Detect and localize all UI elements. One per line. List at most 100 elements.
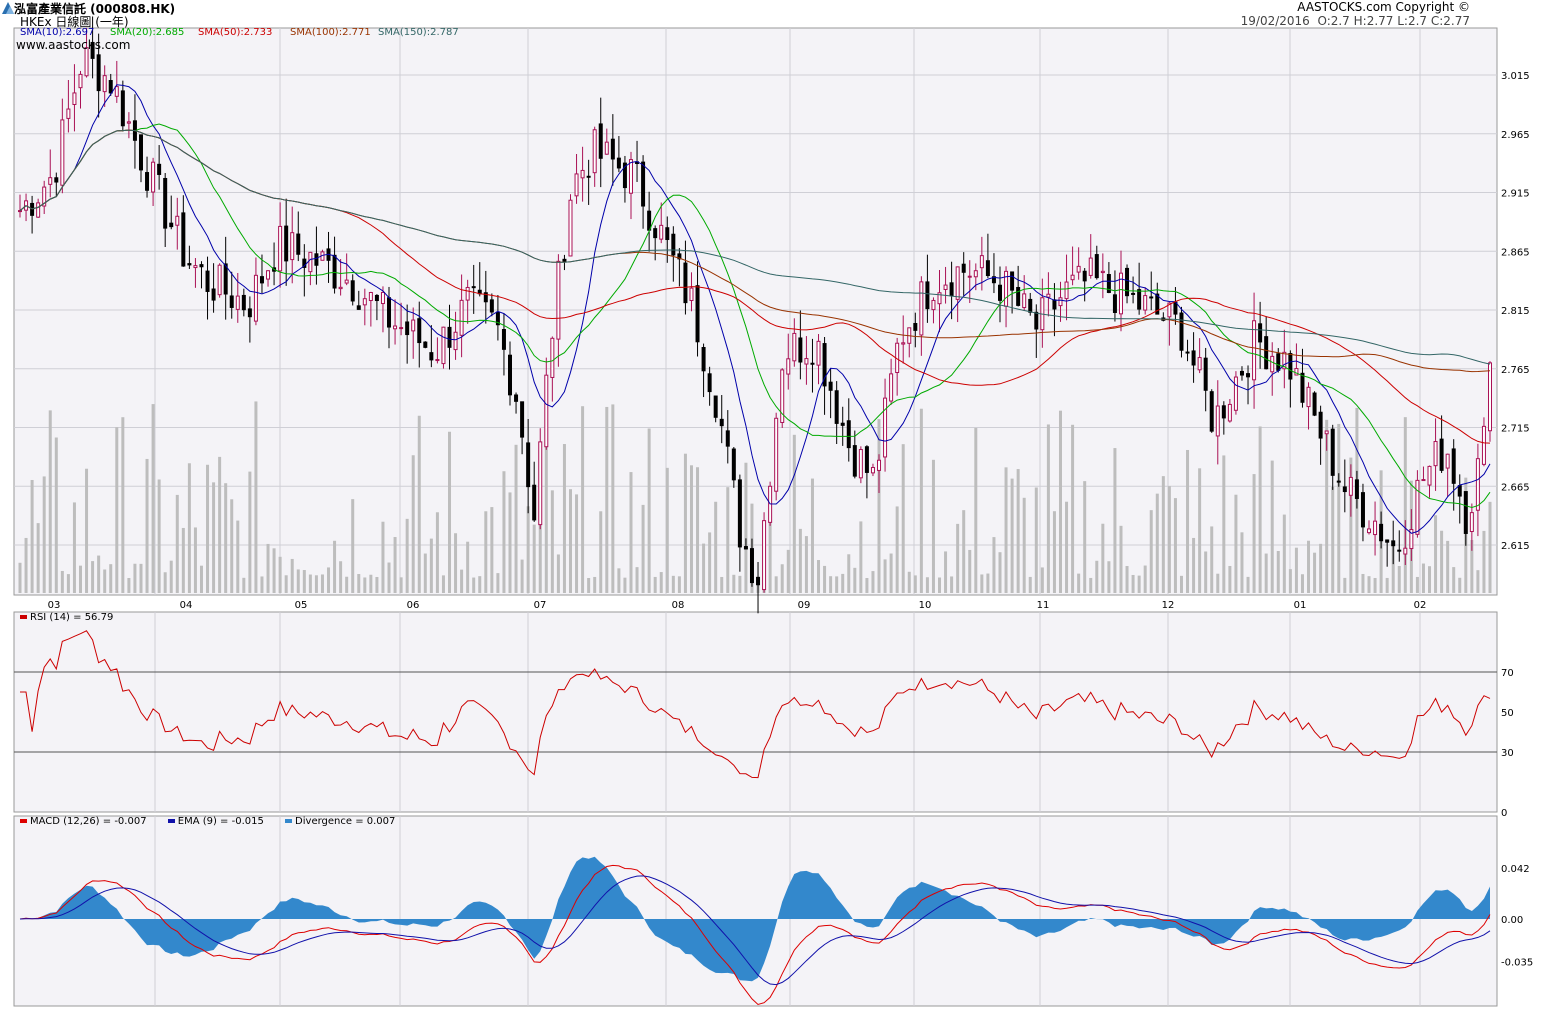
candle-body [622, 162, 627, 189]
volume-bar [859, 521, 863, 593]
candle-body [84, 47, 89, 77]
candle-body [1403, 547, 1408, 555]
candle-body [628, 159, 633, 194]
volume-bar [1337, 423, 1341, 593]
candle-body [1324, 430, 1329, 435]
candle-body [707, 373, 712, 393]
volume-bar [1446, 540, 1450, 593]
volume-bar [314, 575, 318, 593]
volume-bar [804, 536, 808, 593]
volume-bar [393, 537, 397, 593]
volume-bar [956, 523, 960, 593]
volume-bar [968, 549, 972, 593]
volume-bar [1173, 498, 1177, 593]
candle-body [731, 448, 736, 481]
volume-bar [42, 476, 46, 593]
candle-body [66, 108, 71, 119]
rsi-legend: RSI (14) = 56.79 [20, 612, 113, 623]
candle-body [877, 459, 882, 471]
candle-body [1118, 272, 1123, 315]
candle-body [72, 92, 77, 105]
volume-bar [550, 490, 554, 593]
candle-body [889, 373, 894, 402]
volume-bar [435, 512, 439, 593]
candle-body [90, 41, 95, 59]
volume-bar [562, 444, 566, 593]
sma-legend-item: SMA(50):2.733 [198, 27, 273, 38]
candle-body [489, 299, 494, 313]
candle-body [1415, 479, 1420, 535]
volume-bar [1434, 515, 1438, 593]
candle-body [495, 311, 500, 326]
candle-body [1294, 368, 1299, 376]
candle-body [151, 161, 156, 193]
candle-body [961, 263, 966, 273]
volume-bar [351, 499, 355, 593]
volume-bar [187, 463, 191, 593]
ohlc-values: O:2.7 H:2.77 L:2.7 C:2.77 [1317, 14, 1470, 28]
volume-bar [302, 570, 306, 593]
candle-body [604, 141, 609, 155]
volume-bar [671, 575, 675, 593]
volume-bar [1186, 449, 1190, 593]
x-tick-label: 06 [407, 600, 420, 611]
candle-body [344, 279, 349, 284]
volume-bar [91, 561, 95, 593]
volume-bar [357, 574, 361, 593]
volume-bar [829, 576, 833, 593]
volume-bar [1288, 569, 1292, 593]
volume-bar [1004, 467, 1008, 593]
candle-body [1185, 351, 1190, 354]
volume-bar [702, 543, 706, 593]
volume-bar [593, 576, 597, 593]
volume-bar [72, 502, 76, 593]
candle-body [1094, 254, 1099, 279]
candle-body [18, 210, 22, 213]
candle-body [979, 255, 984, 269]
candle-body [653, 228, 658, 239]
candle-body [356, 305, 361, 310]
volume-bar [677, 576, 681, 593]
rsi-line [20, 630, 1491, 779]
date-readout: 19/02/2016 [1240, 14, 1310, 28]
candle-body [568, 199, 573, 257]
volume-bar [1228, 565, 1232, 593]
volume-bar [1258, 426, 1262, 593]
divergence-area [20, 856, 1490, 982]
volume-bar [792, 434, 796, 593]
volume-bar [127, 577, 131, 593]
candle-body [762, 520, 767, 591]
candle-body [616, 157, 621, 169]
x-tick-label: 09 [798, 600, 811, 611]
volume-bar [744, 462, 748, 593]
volume-bar [1089, 577, 1093, 593]
volume-bar [514, 444, 518, 593]
candle-body [1488, 362, 1492, 432]
candle-body [919, 281, 924, 336]
candle-body [1282, 351, 1287, 370]
candle-body [1463, 491, 1468, 534]
volume-bar [853, 567, 857, 593]
volume-bar [139, 563, 143, 593]
ohlc-readout: 19/02/2016 O:2.7 H:2.77 L:2.7 C:2.77 [1241, 14, 1470, 28]
volume-bar [726, 487, 730, 593]
volume-bar [823, 565, 827, 593]
volume-bar [689, 465, 693, 593]
volume-bar [224, 483, 228, 593]
candle-body [284, 225, 289, 262]
volume-bar [1307, 540, 1311, 593]
y-tick-label: 2.615 [1501, 541, 1530, 552]
candle-body [937, 292, 942, 305]
candle-body [756, 576, 761, 586]
candle-body [235, 295, 240, 310]
candle-body [78, 73, 83, 89]
volume-bar [1294, 547, 1298, 593]
macd-swatch [20, 819, 27, 823]
volume-bar [1452, 567, 1456, 593]
rsi-legend-text: RSI (14) = 56.79 [30, 612, 114, 623]
candle-body [665, 227, 670, 241]
volume-bar [587, 577, 591, 593]
rsi-y-tick: 0 [1501, 808, 1507, 819]
candle-body [1227, 403, 1232, 422]
candle-body [1064, 281, 1069, 300]
